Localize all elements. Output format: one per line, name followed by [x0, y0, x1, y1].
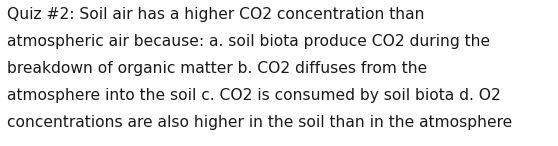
Text: breakdown of organic matter b. CO2 diffuses from the: breakdown of organic matter b. CO2 diffu…: [7, 61, 427, 76]
Text: atmosphere into the soil c. CO2 is consumed by soil biota d. O2: atmosphere into the soil c. CO2 is consu…: [7, 88, 501, 103]
Text: atmospheric air because: a. soil biota produce CO2 during the: atmospheric air because: a. soil biota p…: [7, 34, 490, 49]
Text: concentrations are also higher in the soil than in the atmosphere: concentrations are also higher in the so…: [7, 115, 512, 130]
Text: Quiz #2: Soil air has a higher CO2 concentration than: Quiz #2: Soil air has a higher CO2 conce…: [7, 7, 425, 22]
